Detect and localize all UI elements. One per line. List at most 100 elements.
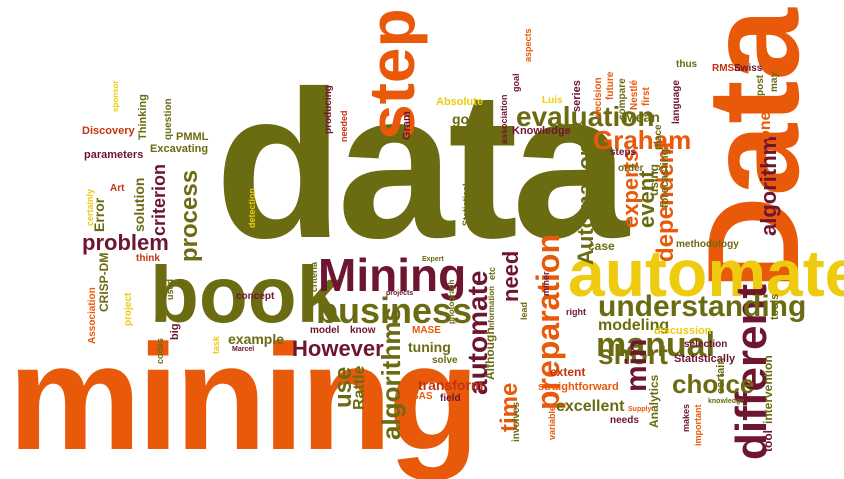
word-task: task (211, 335, 221, 354)
word-makes: makes (681, 403, 691, 432)
word-RMSE: RMSE (712, 63, 741, 74)
word-solution: solution (131, 177, 147, 232)
word-excellent: excellent (556, 398, 625, 415)
word-discussion: discussion (654, 325, 712, 337)
word-MASE: MASE (412, 325, 441, 336)
word-know: know (350, 325, 376, 336)
word-problem: problem (82, 230, 169, 255)
word-language: language (671, 80, 682, 124)
word-PMML: PMML (176, 131, 209, 143)
word-criteria: criteria (309, 261, 319, 292)
word-data: data (215, 47, 629, 282)
word-Statistical: Statistical (461, 183, 471, 226)
word-certainly: certainly (85, 188, 95, 226)
word-solve: solve (432, 355, 458, 366)
word-understanding: understanding (598, 290, 807, 323)
word-example: example (228, 331, 285, 347)
word-knowledge: knowledge (708, 398, 745, 405)
word-certain: certain (715, 357, 727, 394)
word-intervention: intervention (761, 355, 775, 424)
word-extraction: extraction (413, 182, 423, 226)
word-one: one (757, 111, 774, 140)
word-SAS: SAS (412, 391, 433, 402)
word-right: right (566, 307, 586, 317)
word-criterion: criterion (149, 163, 169, 236)
word-Knowledge: Knowledge (512, 125, 571, 137)
word-lead: lead (519, 301, 529, 320)
word-Excavating: Excavating (150, 143, 209, 155)
word-mining: mining (8, 313, 480, 479)
word-Mean: Mean (624, 109, 660, 125)
word-automated: automated (568, 236, 844, 310)
word-think: think (136, 253, 160, 264)
word-model: model (310, 325, 340, 336)
word-thus: thus (676, 59, 698, 70)
word-steps: steps (610, 147, 637, 158)
word-selection: selection (684, 339, 728, 350)
word-parameters: parameters (84, 149, 144, 161)
word-Graham: Graham (593, 125, 692, 155)
word-Absolute: Absolute (436, 96, 484, 108)
word-business: business (316, 290, 473, 331)
word-Rattle: Rattle (351, 365, 368, 410)
word-place: place (653, 124, 664, 150)
word-tool: tool (761, 430, 775, 452)
word-extent: extent (550, 365, 586, 379)
word-etc: etc (487, 266, 497, 280)
word-short: short (598, 339, 668, 370)
word-may: may (769, 71, 780, 92)
word-needs: needs (610, 415, 639, 426)
word-Swiss: Swiss (734, 63, 763, 74)
word-project: project (123, 292, 134, 326)
word-codes: codes (155, 337, 165, 364)
word-concept: concept (236, 291, 275, 302)
word-algorithm: algorithm (756, 135, 781, 236)
word-sponsor: sponsor (111, 80, 120, 112)
word-manual: manual (596, 326, 716, 364)
word-Nestle: Nestlé (629, 79, 640, 110)
word-evaluation: evaluation (516, 101, 655, 132)
word-CRISP-DM: CRISP-DM (97, 252, 111, 312)
word-aspects: aspects (523, 28, 533, 62)
word-Mining: Mining (318, 249, 467, 301)
word-forecasting: forecasting (659, 148, 671, 208)
word-association: association (499, 94, 509, 144)
word-step: step (356, 8, 428, 140)
word-compare: compare (617, 78, 628, 120)
word-choice: choice (672, 369, 755, 399)
word-big: big (169, 323, 181, 341)
word-variable: variable (547, 405, 557, 440)
word-using: using (647, 164, 661, 196)
word-information: information (487, 286, 496, 330)
word-Supply: Supply (628, 406, 652, 413)
word-used: used (165, 278, 175, 300)
word-good: good (452, 111, 487, 127)
word-projects: projects (386, 290, 414, 297)
word-Statistically: Statistically (674, 353, 736, 365)
word-Gram: Gram (401, 111, 413, 140)
word-future: future (605, 71, 616, 100)
word-photograph: photograph (447, 279, 456, 324)
word-tuning: tuning (408, 339, 451, 355)
word-tools: tools (769, 293, 781, 320)
word-Analytics: Analytics (647, 374, 661, 428)
word-Discovery: Discovery (82, 125, 135, 137)
word-involves: involves (511, 401, 522, 442)
word-Marcel: Marcel (232, 346, 255, 353)
word-process: process (176, 169, 203, 262)
word-Association: Association (87, 287, 98, 344)
word-straightforward: straightforward (538, 381, 619, 393)
word-question: question (163, 98, 174, 140)
word-miner: miner (541, 271, 551, 296)
word-book: book (150, 250, 342, 339)
word-transform: transform (418, 377, 484, 393)
word-decision: decision (593, 77, 604, 118)
word-Although: Although (483, 327, 497, 380)
word-goal: goal (511, 73, 521, 92)
word-producing: producing (323, 85, 334, 134)
word-detection: detection (247, 187, 257, 228)
word-modeling: modeling (598, 317, 670, 334)
word-needed: needed (339, 110, 349, 142)
word-order: order (618, 163, 644, 174)
